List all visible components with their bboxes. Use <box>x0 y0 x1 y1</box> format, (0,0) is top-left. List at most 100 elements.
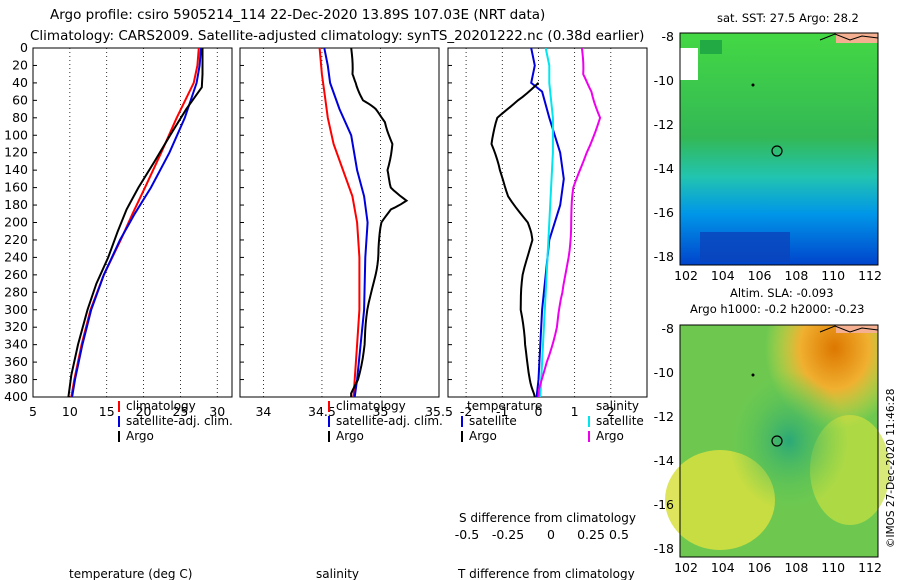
x-tick-label: 10 <box>62 404 78 419</box>
map-lat-tick: -10 <box>654 73 674 88</box>
x-tick-label: 35 <box>373 404 389 419</box>
profile-curves <box>67 48 602 397</box>
series-salinity-argo <box>537 48 602 397</box>
series-climatology <box>318 48 361 397</box>
depth-tick-label: 20 <box>12 57 28 72</box>
argo-location-marker <box>771 435 783 447</box>
land-mask <box>836 325 878 333</box>
salinity-xlabel: salinity <box>316 567 359 580</box>
legend-title-temperature: temperature <box>467 399 542 413</box>
depth-tick-label: 0 <box>20 40 28 55</box>
map-lat-tick: -12 <box>654 117 674 132</box>
legend-label-sal-satellite: satellite <box>596 414 644 428</box>
legend-label-climatology: climatology <box>336 399 406 413</box>
map-lat-tick: -16 <box>654 497 674 512</box>
depth-tick-label: 300 <box>4 302 28 317</box>
sla-map <box>665 324 890 558</box>
float-dot <box>751 83 755 87</box>
x-axis-ticks: 5 10 15 20 25 30 34 34.5 35 35.5 -2 -1 0 1 2 -0.5 -0.25 0… <box>29 404 629 542</box>
salinity-legend: climatology satellite-adj. clim. Argo <box>328 399 443 443</box>
sla-low-anomaly <box>680 325 878 557</box>
map-lon-tick: 106 <box>748 560 772 575</box>
x-tick-label: 35.5 <box>425 404 453 419</box>
sla-map-title-2: Argo h1000: -0.2 h2000: -0.23 <box>690 302 864 316</box>
imos-credit: ©IMOS 27-Dec-2020 11:46:28 <box>885 389 897 548</box>
series-climatology <box>70 48 200 397</box>
sla-map-frame <box>679 324 879 558</box>
s-diff-tick-label: -0.5 <box>455 527 479 542</box>
depth-tick-label: 340 <box>4 337 28 352</box>
temperature-legend: climatology satellite-adj. clim. Argo <box>118 399 233 443</box>
legend-label-satellite-adj: satellite-adj. clim. <box>126 414 233 428</box>
x-tick-label: 34 <box>255 404 271 419</box>
depth-tick-label: 100 <box>4 127 28 142</box>
sst-cold-patch <box>700 232 790 262</box>
x-tick-label: 2 <box>607 404 615 419</box>
map-lat-tick: -12 <box>654 409 674 424</box>
sst-patch <box>700 40 722 54</box>
series-satellite-adj-clim- <box>71 48 202 397</box>
map-lat-tick: -10 <box>654 365 674 380</box>
depth-tick-label: 400 <box>4 389 28 404</box>
map-lat-tick: -18 <box>654 249 674 264</box>
map-lat-tick: -8 <box>662 29 675 44</box>
legend-label-argo: Argo <box>336 429 364 443</box>
sst-missing-data <box>680 48 698 80</box>
title-line-1: Argo profile: csiro 5905214_114 22-Dec-2… <box>50 7 545 23</box>
s-diff-tick-label: 0.5 <box>609 527 629 542</box>
salinity-panel-frame <box>239 47 440 398</box>
map-lon-tick: 110 <box>821 268 845 283</box>
legend-title-salinity: salinity <box>596 399 639 413</box>
x-tick-label: 30 <box>209 404 225 419</box>
map-lon-tick: 102 <box>674 268 698 283</box>
depth-tick-label: 180 <box>4 197 28 212</box>
s-difference-xlabel: S difference from climatology <box>459 511 636 525</box>
x-tick-label: 20 <box>136 404 152 419</box>
map-lon-tick: 108 <box>784 560 808 575</box>
legend-label-satellite-adj: satellite-adj. clim. <box>336 414 443 428</box>
legend-label-sal-argo: Argo <box>596 429 624 443</box>
legend-label-climatology: climatology <box>126 399 196 413</box>
map-lat-tick: -14 <box>654 453 674 468</box>
map-lon-tick: 102 <box>674 560 698 575</box>
depth-tick-label: 320 <box>4 319 28 334</box>
depth-tick-label: 160 <box>4 180 28 195</box>
depth-tick-label: 200 <box>4 215 28 230</box>
depth-tick-label: 140 <box>4 162 28 177</box>
sla-map-title-1: Altim. SLA: -0.093 <box>730 286 834 300</box>
temperature-panel-frame <box>32 47 233 398</box>
t-difference-xlabel: T difference from climatology <box>457 567 635 580</box>
legend-label-argo: Argo <box>126 429 154 443</box>
sst-field <box>680 33 878 265</box>
float-dot <box>751 373 755 377</box>
depth-tick-label: 40 <box>12 75 28 90</box>
map-lon-tick: 112 <box>858 560 882 575</box>
map-lon-tick: 112 <box>858 268 882 283</box>
x-tick-label: 1 <box>571 404 579 419</box>
depth-tick-label: 360 <box>4 354 28 369</box>
series-temperature-satellite <box>530 48 565 397</box>
depth-tick-label: 280 <box>4 284 28 299</box>
x-tick-label: 15 <box>99 404 115 419</box>
sst-map-frame <box>679 32 879 266</box>
map-lat-tick: -18 <box>654 541 674 556</box>
s-diff-tick-label: -0.25 <box>492 527 524 542</box>
map-lon-tick: 104 <box>711 560 735 575</box>
difference-panel-frame <box>447 47 648 398</box>
depth-axis: 0 20 40 60 80 100 120 140 160 180 200 220 240 260 280 3… <box>4 40 452 404</box>
sst-map <box>679 32 879 266</box>
legend-label-temp-satellite: satellite <box>469 414 517 428</box>
argo-location-marker <box>771 145 783 157</box>
depth-tick-label: 60 <box>12 92 28 107</box>
legend-label-temp-argo: Argo <box>469 429 497 443</box>
temperature-curves <box>67 48 204 397</box>
x-tick-label: 0 <box>534 404 542 419</box>
series-satellite-adj-clim- <box>323 48 369 397</box>
s-diff-tick-label: 0 <box>547 527 555 542</box>
depth-tick-label: 260 <box>4 267 28 282</box>
map-lat-tick: -14 <box>654 161 674 176</box>
map-lon-tick: 110 <box>821 560 845 575</box>
series-temperature-argo <box>490 82 540 397</box>
difference-legend: temperature satellite Argo salinity sate… <box>461 399 644 443</box>
